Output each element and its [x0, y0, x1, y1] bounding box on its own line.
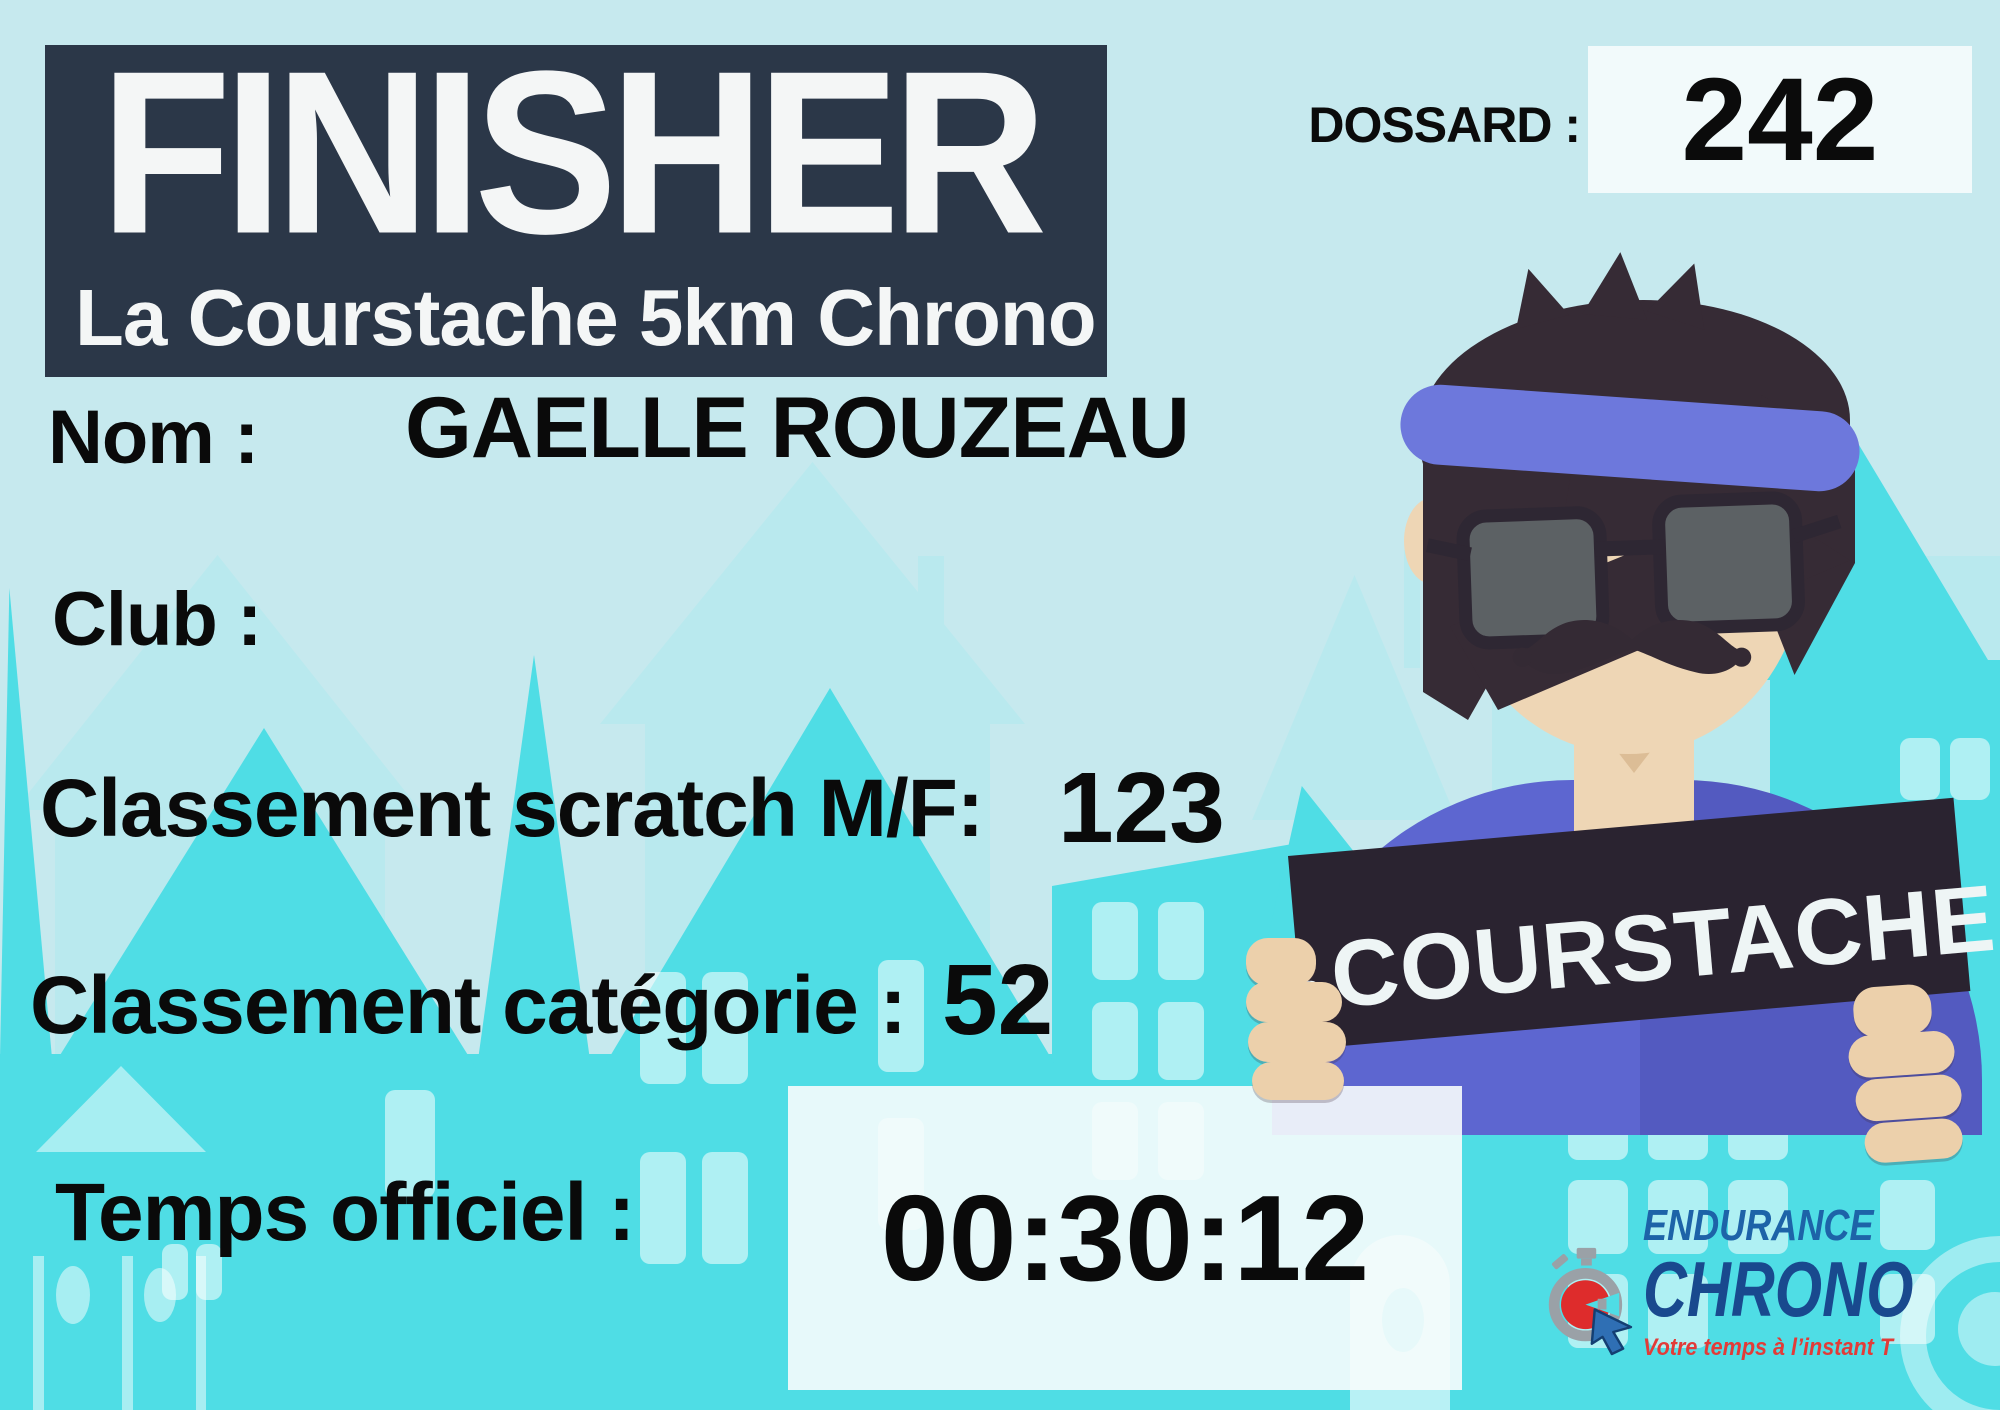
scratch-rank-label: Classement scratch M/F: — [40, 763, 984, 854]
name-label: Nom : — [48, 395, 259, 480]
dossard-label: DOSSARD : — [1308, 97, 1581, 153]
lamp-bulb — [56, 1266, 90, 1324]
lamppost — [33, 1256, 44, 1410]
window — [1728, 1180, 1788, 1254]
mascot-hand-left — [1246, 938, 1346, 1103]
logo-line2: CHRONO — [1643, 1245, 1914, 1333]
logo-tagline: Votre temps à l’instant T — [1643, 1334, 1894, 1361]
scratch-rank-value: 123 — [1058, 752, 1225, 864]
mid-house-roof — [600, 462, 1025, 724]
mid-chimney — [918, 556, 944, 652]
club-label: Club : — [52, 577, 262, 662]
mid-chimney — [1404, 550, 1420, 668]
official-time-value: 00:30:12 — [880, 1170, 1370, 1306]
window — [640, 1152, 686, 1264]
official-time-box: 00:30:12 — [788, 1086, 1462, 1390]
window — [1900, 738, 1940, 800]
window — [1092, 1002, 1138, 1080]
window — [1568, 1180, 1628, 1254]
window — [878, 960, 924, 1072]
finger — [1863, 1117, 1964, 1164]
window — [1648, 1274, 1708, 1348]
window — [1158, 902, 1204, 980]
dossard-box: 242 — [1588, 46, 1972, 193]
lamppost — [122, 1256, 133, 1410]
category-rank-value: 52 — [942, 944, 1054, 1056]
finger — [1246, 938, 1316, 986]
mascot-hand-right — [1844, 981, 1968, 1168]
window — [1158, 1002, 1204, 1080]
hair-spike — [1582, 249, 1652, 319]
window — [1880, 1180, 1935, 1250]
sunglasses-bridge — [1594, 539, 1666, 557]
window — [640, 972, 686, 1084]
logo-line1: ENDURANCE — [1643, 1201, 1874, 1250]
lamppost — [196, 1256, 206, 1410]
finger — [1847, 1029, 1956, 1079]
finger — [1248, 1022, 1346, 1062]
dossard-value: 242 — [1681, 53, 1879, 186]
event-subtitle: La Courstache 5km Chrono — [75, 273, 1097, 362]
city-wall — [108, 1030, 420, 1110]
header-box — [45, 45, 1107, 377]
window — [702, 1152, 748, 1264]
official-time-label: Temps officiel : — [55, 1167, 635, 1258]
name-value: GAELLE ROUZEAU — [405, 380, 1190, 476]
category-rank-label: Classement catégorie : — [30, 960, 907, 1051]
window — [385, 1090, 435, 1198]
window — [1648, 1180, 1708, 1254]
window — [702, 972, 748, 1084]
lamp-bulb — [144, 1268, 176, 1322]
finger — [1246, 982, 1342, 1022]
finger — [1854, 1073, 1963, 1123]
mustache-icon — [1512, 620, 1752, 675]
logo-text: ENDURANCE CHRONO Votre temps à l’instant… — [1643, 1204, 1990, 1404]
endurance-chrono-logo: ENDURANCE CHRONO Votre temps à l’instant… — [1540, 1192, 1990, 1404]
window — [1950, 738, 1990, 800]
cursor-icon — [1590, 1308, 1633, 1356]
window — [1092, 902, 1138, 980]
finger — [1252, 1062, 1344, 1100]
finger — [1851, 983, 1934, 1039]
page-title: FINISHER — [100, 21, 1047, 283]
stopwatch-icon — [1548, 1247, 1633, 1356]
